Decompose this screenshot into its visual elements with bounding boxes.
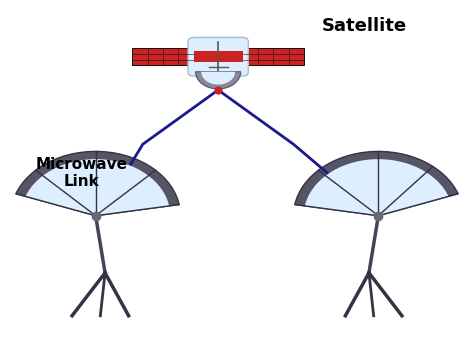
Wedge shape	[201, 72, 235, 85]
Wedge shape	[16, 152, 179, 216]
Wedge shape	[196, 72, 241, 89]
FancyBboxPatch shape	[132, 48, 194, 65]
FancyBboxPatch shape	[188, 37, 248, 76]
Text: Microwave
Link: Microwave Link	[36, 157, 128, 189]
Wedge shape	[305, 159, 448, 216]
Wedge shape	[26, 159, 169, 216]
Text: Satellite: Satellite	[322, 17, 407, 35]
FancyBboxPatch shape	[194, 51, 243, 63]
FancyBboxPatch shape	[243, 48, 304, 65]
Wedge shape	[295, 152, 458, 216]
